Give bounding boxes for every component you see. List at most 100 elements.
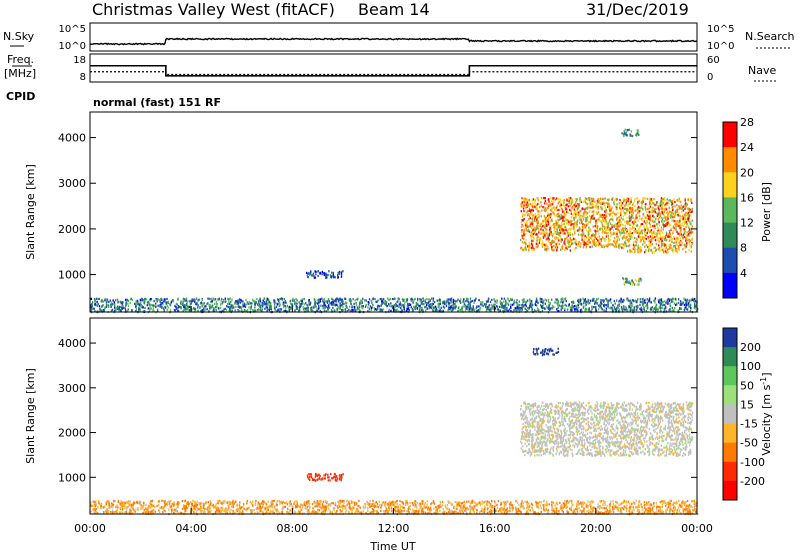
data-cell bbox=[269, 304, 271, 307]
data-cell bbox=[239, 301, 242, 304]
data-cell bbox=[545, 249, 548, 252]
data-cell bbox=[688, 208, 690, 211]
data-cell bbox=[617, 225, 619, 228]
data-cell bbox=[261, 308, 263, 311]
data-cell bbox=[588, 235, 590, 238]
data-cell bbox=[568, 242, 570, 245]
colorbar-frame bbox=[722, 121, 738, 299]
data-cell bbox=[564, 303, 566, 306]
data-cell bbox=[476, 310, 478, 313]
data-cell bbox=[680, 302, 682, 305]
data-cell bbox=[573, 205, 575, 209]
data-cell bbox=[403, 304, 405, 307]
data-cell bbox=[262, 299, 264, 302]
data-cell bbox=[539, 238, 542, 241]
data-cell bbox=[531, 211, 533, 214]
data-cell bbox=[664, 238, 666, 241]
data-cell bbox=[250, 302, 252, 305]
data-cell bbox=[581, 207, 584, 210]
data-cell bbox=[227, 297, 229, 300]
data-cell bbox=[671, 210, 674, 213]
data-cell bbox=[562, 301, 564, 304]
data-cell bbox=[552, 197, 554, 200]
data-cell bbox=[581, 220, 583, 223]
data-cell bbox=[598, 235, 601, 238]
data-cell bbox=[662, 223, 664, 226]
data-cell bbox=[627, 197, 630, 201]
data-cell bbox=[610, 301, 612, 304]
data-cell bbox=[551, 307, 553, 310]
data-cell bbox=[166, 297, 168, 300]
data-cell bbox=[302, 306, 304, 309]
data-cell bbox=[601, 201, 603, 204]
data-cell bbox=[421, 306, 423, 309]
data-cell bbox=[237, 299, 240, 302]
data-cell bbox=[662, 228, 664, 231]
data-cell bbox=[444, 302, 446, 306]
data-cell bbox=[659, 200, 662, 203]
data-cell bbox=[592, 243, 594, 246]
data-cell bbox=[259, 306, 262, 309]
data-cell bbox=[556, 299, 558, 302]
data-cell bbox=[569, 204, 571, 207]
data-cell bbox=[544, 307, 547, 310]
data-cell bbox=[407, 304, 410, 307]
data-cell bbox=[681, 241, 683, 244]
data-cell bbox=[631, 308, 634, 311]
data-cell bbox=[652, 237, 654, 240]
data-cell bbox=[672, 250, 674, 254]
data-cell bbox=[305, 271, 308, 274]
data-cell bbox=[674, 211, 677, 214]
data-cell bbox=[529, 216, 531, 220]
data-cell bbox=[560, 305, 562, 308]
data-cell bbox=[693, 300, 696, 303]
data-cell bbox=[556, 242, 558, 245]
data-cell bbox=[307, 276, 309, 279]
data-cell bbox=[543, 215, 546, 218]
data-cell bbox=[525, 227, 527, 230]
data-cell bbox=[547, 220, 550, 224]
data-cell bbox=[109, 303, 112, 306]
data-cell bbox=[625, 231, 627, 235]
data-cell bbox=[322, 299, 325, 302]
data-cell bbox=[635, 214, 638, 217]
data-cell bbox=[527, 225, 529, 228]
freq-frame bbox=[89, 53, 698, 83]
data-cell bbox=[180, 307, 182, 310]
data-cell bbox=[330, 301, 333, 304]
data-cell bbox=[174, 309, 176, 312]
data-cell bbox=[518, 309, 520, 312]
data-cell bbox=[621, 229, 624, 232]
data-cell bbox=[395, 309, 397, 312]
data-cell bbox=[642, 236, 644, 239]
data-cell bbox=[296, 299, 298, 302]
data-cell bbox=[274, 299, 276, 302]
data-cell bbox=[576, 220, 578, 223]
data-cell bbox=[607, 212, 609, 215]
data-cell bbox=[526, 220, 528, 223]
data-cell bbox=[549, 242, 551, 245]
data-cell bbox=[204, 308, 207, 311]
data-cell bbox=[594, 242, 596, 245]
data-cell bbox=[548, 232, 551, 235]
data-cell bbox=[186, 308, 189, 311]
data-cell bbox=[610, 217, 612, 221]
nsearch-tick-top: 10^5 bbox=[707, 24, 734, 35]
data-cell bbox=[530, 222, 532, 225]
data-cell bbox=[631, 232, 634, 235]
data-cell bbox=[528, 213, 531, 216]
data-cell bbox=[649, 197, 651, 200]
data-cell bbox=[682, 214, 684, 217]
data-cell bbox=[552, 223, 554, 226]
data-cell bbox=[244, 305, 247, 308]
data-cell bbox=[658, 300, 660, 303]
data-cell bbox=[438, 302, 440, 305]
data-cell bbox=[576, 198, 578, 201]
data-cell bbox=[631, 203, 634, 206]
data-cell bbox=[213, 299, 215, 302]
data-cell bbox=[207, 501, 209, 504]
data-cell bbox=[569, 249, 571, 252]
data-cell bbox=[351, 305, 353, 308]
data-cell bbox=[646, 304, 648, 307]
data-cell bbox=[367, 301, 369, 304]
